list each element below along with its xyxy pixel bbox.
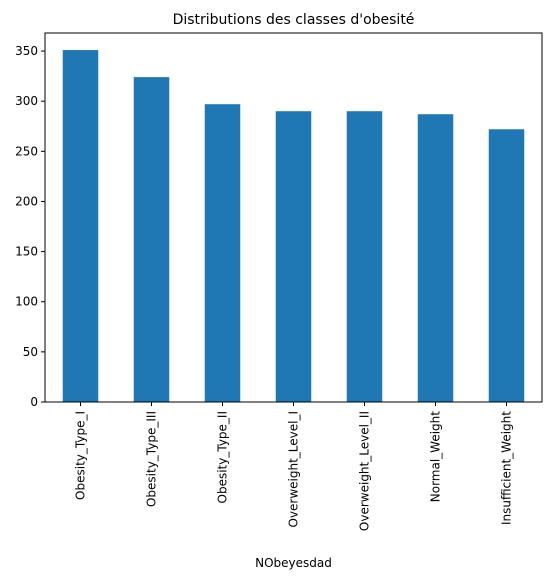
bar-overweight-level-ii xyxy=(346,111,383,402)
x-tick-label: Overweight_Level_II xyxy=(358,411,372,531)
bar-obesity-type-ii xyxy=(204,104,241,402)
x-axis-title: NObeyesdad xyxy=(255,556,332,570)
y-tick-label: 150 xyxy=(15,245,38,259)
y-tick-label: 350 xyxy=(15,44,38,58)
y-tick-label: 300 xyxy=(15,94,38,108)
bar-overweight-level-i xyxy=(275,111,312,402)
y-tick-label: 250 xyxy=(15,144,38,158)
plot-frame xyxy=(44,32,543,403)
bars-group xyxy=(62,50,525,403)
x-axis: Obesity_Type_I Obesity_Type_III Obesity_Ty… xyxy=(74,402,514,531)
x-tick-label: Overweight_Level_I xyxy=(287,411,301,528)
x-tick-label: Obesity_Type_II xyxy=(216,411,230,503)
x-tick-label: Insufficient_Weight xyxy=(500,411,514,525)
y-tick-label: 200 xyxy=(15,194,38,208)
y-axis: 0 50 100 150 200 250 300 350 xyxy=(15,44,45,409)
chart-title: Distributions des classes d'obesité xyxy=(173,12,415,28)
y-tick-label: 0 xyxy=(30,395,38,409)
bar-insufficient-weight xyxy=(488,129,525,402)
bar-obesity-type-iii xyxy=(133,77,170,402)
y-tick-label: 100 xyxy=(15,295,38,309)
y-tick-label: 50 xyxy=(23,345,38,359)
x-tick-label: Obesity_Type_III xyxy=(145,411,159,507)
x-tick-label: Obesity_Type_I xyxy=(74,411,88,500)
x-tick-label: Normal_Weight xyxy=(429,411,443,503)
bar-normal-weight xyxy=(417,114,454,403)
bar-obesity-type-i xyxy=(62,50,99,402)
